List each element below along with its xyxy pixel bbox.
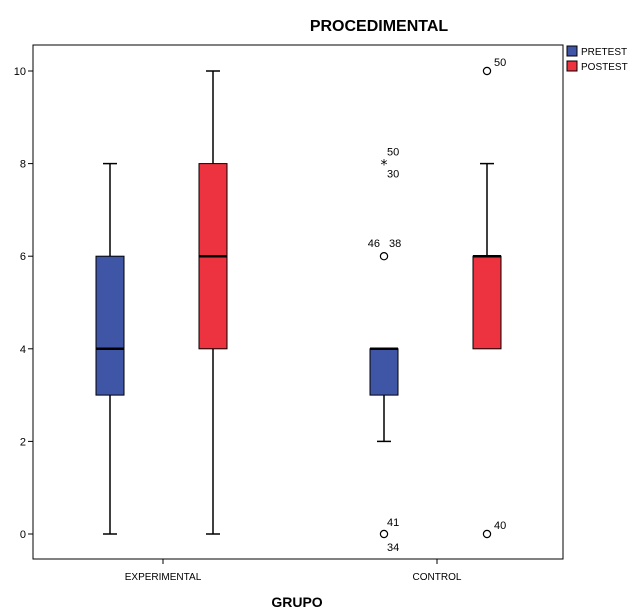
outlier-label: 50	[494, 57, 506, 69]
outlier-label: 40	[494, 520, 506, 532]
box-postest-experimental	[198, 70, 228, 535]
x-tick-label: CONTROL	[413, 572, 462, 583]
box-body	[472, 255, 502, 350]
legend-swatch	[566, 60, 578, 72]
legend-swatch	[566, 45, 578, 57]
outlier-label: 50	[387, 147, 399, 159]
y-axis: 0 2 4 6 8 10	[14, 66, 33, 541]
box-body	[95, 255, 125, 396]
outlier-circle	[482, 66, 492, 76]
legend: PRETEST POSTEST	[566, 45, 628, 73]
box-body	[369, 348, 399, 396]
outlier-label: 34	[387, 542, 399, 554]
legend-label: PRETEST	[581, 47, 627, 58]
outlier-circle	[379, 252, 389, 261]
y-tick-label: 2	[20, 436, 26, 448]
box-pretest-control: *50 30 46 38 41 34	[368, 147, 402, 554]
outlier-label: 41	[387, 517, 399, 529]
box-pretest-experimental	[95, 162, 125, 535]
chart-title: PROCEDIMENTAL	[310, 18, 449, 35]
y-tick-label: 4	[20, 344, 26, 356]
x-axis: EXPERIMENTAL CONTROL	[125, 559, 462, 583]
y-tick-label: 8	[20, 159, 26, 171]
outlier-star: *	[381, 158, 388, 174]
outlier-label: 46	[368, 238, 380, 250]
x-tick-label: EXPERIMENTAL	[125, 572, 202, 583]
y-tick-label: 10	[14, 66, 26, 78]
x-axis-title: GRUPO	[271, 594, 322, 610]
outlier-label: 38	[389, 238, 401, 250]
y-tick-label: 0	[20, 529, 26, 541]
outlier-label: 30	[387, 169, 399, 181]
outlier-circle	[379, 529, 389, 539]
y-tick-label: 6	[20, 251, 26, 263]
legend-label: POSTEST	[581, 62, 628, 73]
box-postest-control: 50 40	[472, 57, 506, 539]
outlier-circle	[482, 529, 492, 539]
